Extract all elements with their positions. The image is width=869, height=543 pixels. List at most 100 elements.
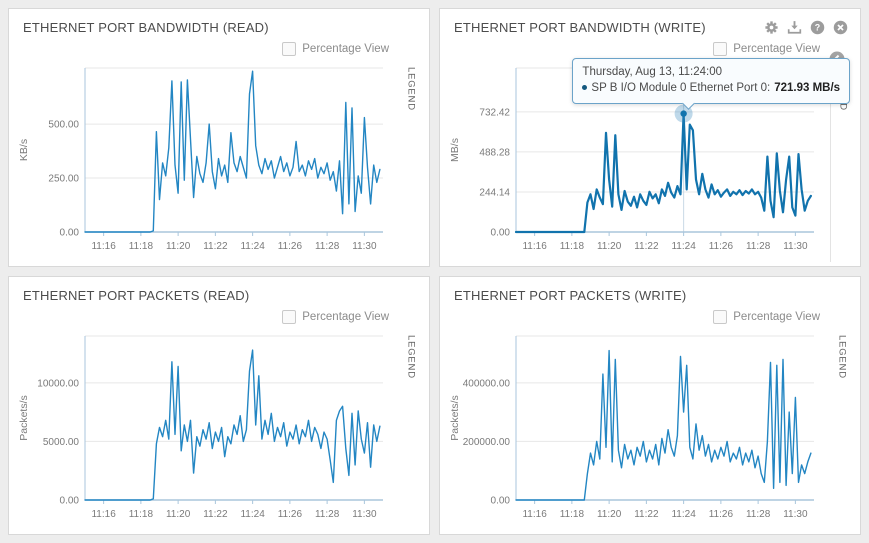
svg-text:11:24: 11:24 — [240, 509, 265, 520]
percentage-view-checkbox[interactable] — [282, 310, 297, 324]
svg-text:11:26: 11:26 — [278, 241, 303, 252]
svg-text:11:18: 11:18 — [129, 509, 154, 520]
chart-packets-write[interactable]: 0.00 200000.00 400000.00 11:16 11:18 11:20 11:… — [446, 330, 830, 530]
legend-tab[interactable]: LEGEND — [830, 330, 854, 530]
chart-packets-read[interactable]: 0.00 5000.00 10000.00 11:16 11:18 11:20 11:22 1… — [15, 330, 399, 530]
panel-title: ETHERNET PORT BANDWIDTH (READ) — [23, 20, 269, 35]
panel-ethernet-packets-write: ETHERNET PORT PACKETS (WRITE) Percentage… — [439, 276, 861, 535]
percentage-view-checkbox[interactable] — [282, 42, 297, 56]
panel-title: ETHERNET PORT BANDWIDTH (WRITE) — [454, 20, 706, 35]
svg-text:244.14: 244.14 — [479, 187, 510, 198]
svg-text:11:30: 11:30 — [352, 241, 377, 252]
svg-text:11:30: 11:30 — [783, 509, 808, 520]
percentage-view-label: Percentage View — [302, 311, 389, 323]
tooltip-value: 721.93 MB/s — [774, 82, 841, 95]
svg-text:11:16: 11:16 — [522, 241, 547, 252]
svg-text:11:26: 11:26 — [709, 241, 734, 252]
svg-text:488.28: 488.28 — [479, 147, 510, 158]
svg-text:11:20: 11:20 — [166, 241, 191, 252]
svg-text:5000.00: 5000.00 — [43, 437, 80, 448]
line-chart: 0.00 250.00 500.00 11:16 11:18 11:20 11:22 11:2… — [18, 67, 383, 252]
svg-text:11:24: 11:24 — [240, 241, 265, 252]
svg-text:11:24: 11:24 — [671, 509, 696, 520]
panel-ethernet-bandwidth-write: ETHERNET PORT BANDWIDTH (WRITE) ? — [439, 8, 861, 267]
svg-text:?: ? — [815, 23, 820, 33]
svg-text:11:28: 11:28 — [315, 241, 340, 252]
line-chart: 0.00 200000.00 400000.00 11:16 11:18 11:20 11:… — [449, 335, 814, 520]
percentage-view-control: Percentage View — [440, 37, 860, 61]
svg-text:11:28: 11:28 — [315, 509, 340, 520]
legend-label: LEGEND — [836, 335, 848, 379]
svg-text:11:18: 11:18 — [560, 509, 585, 520]
svg-text:11:20: 11:20 — [166, 509, 191, 520]
svg-text:KB/s: KB/s — [18, 139, 30, 161]
chart-area: 0.00 244.14 488.28 732.42 11:16 11:18 11:20 11:… — [440, 57, 860, 262]
percentage-view-checkbox[interactable] — [713, 42, 728, 56]
legend-tab[interactable]: LEGEND — [399, 330, 423, 530]
svg-text:11:20: 11:20 — [597, 241, 622, 252]
line-chart: 0.00 244.14 488.28 732.42 11:16 11:18 11:20 11:… — [449, 67, 814, 252]
help-icon[interactable]: ? — [810, 20, 825, 35]
svg-text:11:26: 11:26 — [278, 509, 303, 520]
percentage-view-label: Percentage View — [733, 43, 820, 55]
tooltip-date: Thursday, Aug 13, 11:24:00 — [582, 65, 723, 78]
svg-text:11:22: 11:22 — [203, 509, 228, 520]
percentage-view-label: Percentage View — [733, 311, 820, 323]
percentage-view-control: Percentage View — [9, 305, 429, 329]
chart-bandwidth-write[interactable]: 0.00 244.14 488.28 732.42 11:16 11:18 11:20 11:… — [446, 57, 851, 262]
chart-tooltip: Thursday, Aug 13, 11:24:00 SP B I/O Modu… — [572, 57, 851, 110]
tooltip-series-label: SP B I/O Module 0 Ethernet Port 0: — [591, 82, 771, 95]
percentage-view-control: Percentage View — [440, 305, 860, 329]
percentage-view-control: Percentage View — [9, 37, 429, 61]
panel-ethernet-packets-read: ETHERNET PORT PACKETS (READ) Percentage … — [8, 276, 430, 535]
svg-text:732.42: 732.42 — [479, 107, 510, 118]
close-icon[interactable] — [833, 20, 848, 35]
svg-text:0.00: 0.00 — [491, 228, 511, 239]
svg-text:Packets/s: Packets/s — [18, 395, 30, 441]
panel-ethernet-bandwidth-read: ETHERNET PORT BANDWIDTH (READ) Percentag… — [8, 8, 430, 267]
svg-text:11:30: 11:30 — [352, 509, 377, 520]
legend-tab[interactable]: LEGEND — [399, 62, 423, 262]
percentage-view-label: Percentage View — [302, 43, 389, 55]
svg-text:0.00: 0.00 — [60, 228, 80, 239]
svg-text:11:30: 11:30 — [783, 241, 808, 252]
legend-label: LEGEND — [405, 67, 417, 111]
svg-text:MB/s: MB/s — [449, 138, 461, 162]
svg-text:11:28: 11:28 — [746, 509, 771, 520]
chart-bandwidth-read[interactable]: 0.00 250.00 500.00 11:16 11:18 11:20 11:22 11:2… — [15, 62, 399, 262]
svg-text:400000.00: 400000.00 — [463, 378, 511, 389]
svg-text:11:24: 11:24 — [671, 241, 696, 252]
legend-label: LEGEND — [405, 335, 417, 379]
svg-text:11:22: 11:22 — [634, 509, 659, 520]
svg-text:200000.00: 200000.00 — [463, 437, 511, 448]
chart-area: 0.00 200000.00 400000.00 11:16 11:18 11:20 11:… — [440, 330, 860, 530]
chart-area: 0.00 250.00 500.00 11:16 11:18 11:20 11:22 11:2… — [9, 62, 429, 262]
svg-text:500.00: 500.00 — [48, 120, 79, 131]
panel-title: ETHERNET PORT PACKETS (WRITE) — [454, 288, 687, 303]
svg-text:10000.00: 10000.00 — [37, 378, 79, 389]
percentage-view-checkbox[interactable] — [713, 310, 728, 324]
svg-text:0.00: 0.00 — [60, 496, 80, 507]
svg-text:11:28: 11:28 — [746, 241, 771, 252]
tooltip-series-row: SP B I/O Module 0 Ethernet Port 0: 721.93… — [582, 80, 840, 97]
svg-text:0.00: 0.00 — [491, 496, 511, 507]
series-bullet-icon — [582, 85, 588, 91]
chart-area: 0.00 5000.00 10000.00 11:16 11:18 11:20 11:22 1… — [9, 330, 429, 530]
download-icon[interactable] — [787, 20, 802, 35]
gear-icon[interactable] — [764, 20, 779, 35]
svg-text:11:18: 11:18 — [560, 241, 585, 252]
svg-text:11:20: 11:20 — [597, 509, 622, 520]
svg-text:11:22: 11:22 — [203, 241, 228, 252]
svg-text:11:16: 11:16 — [91, 509, 116, 520]
svg-text:Packets/s: Packets/s — [449, 395, 461, 441]
line-chart: 0.00 5000.00 10000.00 11:16 11:18 11:20 11:22 1… — [18, 335, 383, 520]
svg-text:11:26: 11:26 — [709, 509, 734, 520]
panel-header-actions: ? — [764, 20, 848, 35]
panel-title: ETHERNET PORT PACKETS (READ) — [23, 288, 250, 303]
svg-text:11:16: 11:16 — [91, 241, 116, 252]
svg-text:250.00: 250.00 — [48, 174, 79, 185]
svg-text:11:22: 11:22 — [634, 241, 659, 252]
svg-text:11:18: 11:18 — [129, 241, 154, 252]
svg-text:11:16: 11:16 — [522, 509, 547, 520]
